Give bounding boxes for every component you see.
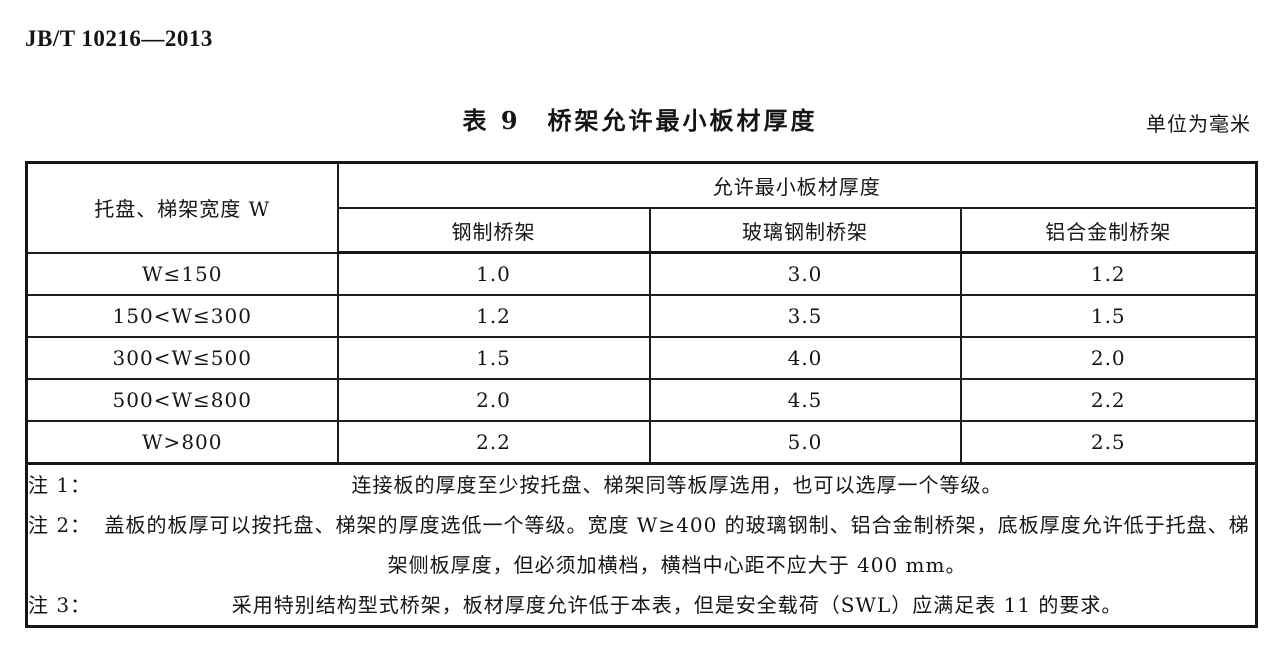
- table-row: 500<W≤800 2.0 4.5 2.2: [25, 378, 1258, 422]
- cell-steel-value: 2.0: [336, 378, 651, 422]
- table-row: 300<W≤500 1.5 4.0 2.0: [25, 336, 1258, 380]
- note-2: 注 2： 盖板的板厚可以按托盘、梯架的厚度选低一个等级。宽度 W≥400 的玻璃…: [28, 505, 1255, 585]
- note-2-text: 盖板的板厚可以按托盘、梯架的厚度选低一个等级。宽度 W≥400 的玻璃钢制、铝合…: [104, 513, 1250, 577]
- cell-frp-value: 3.5: [648, 294, 962, 338]
- group-header-thickness: 允许最小板材厚度: [336, 161, 1258, 209]
- cell-frp-value: 3.0: [648, 251, 962, 296]
- cell-width-range: W>800: [25, 420, 339, 465]
- note-1-label: 注 1：: [28, 473, 92, 497]
- note-1: 注 1： 连接板的厚度至少按托盘、梯架同等板厚选用，也可以选厚一个等级。: [28, 465, 1255, 505]
- table-header-row-2: 钢制桥架 玻璃钢制桥架 铝合金制桥架: [27, 207, 1258, 254]
- table-row: 150<W≤300 1.2 3.5 1.5: [25, 294, 1258, 338]
- thickness-table: 托盘、梯架宽度 W 允许最小板材厚度 钢制桥架 玻璃钢制桥架 铝合金制桥架 W≤…: [25, 161, 1259, 628]
- col-header-frp: 玻璃钢制桥架: [648, 207, 962, 254]
- standard-code: JB/T 10216—2013: [25, 26, 213, 51]
- cell-width-range: 300<W≤500: [25, 336, 339, 380]
- cell-aluminum-value: 1.2: [959, 251, 1258, 296]
- cell-aluminum-value: 2.5: [959, 420, 1258, 465]
- table-row: W≤150 1.0 3.0 1.2: [25, 251, 1258, 296]
- cell-width-range: W≤150: [25, 251, 339, 296]
- col-header-steel: 钢制桥架: [336, 207, 651, 254]
- unit-label: 单位为毫米: [1146, 112, 1251, 136]
- cell-aluminum-value: 2.0: [959, 336, 1258, 380]
- cell-frp-value: 4.0: [648, 336, 962, 380]
- cell-steel-value: 1.0: [336, 251, 651, 296]
- cell-aluminum-value: 2.2: [959, 378, 1258, 422]
- cell-steel-value: 1.2: [336, 294, 651, 338]
- cell-aluminum-value: 1.5: [959, 294, 1258, 338]
- cell-steel-value: 1.5: [336, 336, 651, 380]
- cell-steel-value: 2.2: [336, 420, 651, 465]
- cell-frp-value: 5.0: [648, 420, 962, 465]
- cell-width-range: 500<W≤800: [25, 378, 339, 422]
- cell-frp-value: 4.5: [648, 378, 962, 422]
- table-row: W>800 2.2 5.0 2.5: [25, 420, 1258, 465]
- col-header-aluminum: 铝合金制桥架: [959, 207, 1258, 254]
- note-1-text: 连接板的厚度至少按托盘、梯架同等板厚选用，也可以选厚一个等级。: [351, 473, 1003, 497]
- corner-header-width: 托盘、梯架宽度 W: [25, 161, 339, 254]
- note-3: 注 3： 采用特别结构型式桥架，板材厚度允许低于本表，但是安全载荷（SWL）应满…: [28, 585, 1255, 625]
- note-2-label: 注 2：: [28, 513, 92, 537]
- note-3-label: 注 3：: [28, 593, 92, 617]
- table-caption-row: 表 9 桥架允许最小板材厚度: [25, 101, 1255, 136]
- table-notes-row: 注 1： 连接板的厚度至少按托盘、梯架同等板厚选用，也可以选厚一个等级。 注 2…: [25, 462, 1258, 628]
- notes-cell: 注 1： 连接板的厚度至少按托盘、梯架同等板厚选用，也可以选厚一个等级。 注 2…: [25, 462, 1258, 628]
- note-3-text: 采用特别结构型式桥架，板材厚度允许低于本表，但是安全载荷（SWL）应满足表 11…: [231, 593, 1123, 617]
- cell-width-range: 150<W≤300: [25, 294, 339, 338]
- table-header-row-1: 托盘、梯架宽度 W 允许最小板材厚度: [25, 161, 1258, 254]
- table-caption: 表 9 桥架允许最小板材厚度: [462, 106, 818, 135]
